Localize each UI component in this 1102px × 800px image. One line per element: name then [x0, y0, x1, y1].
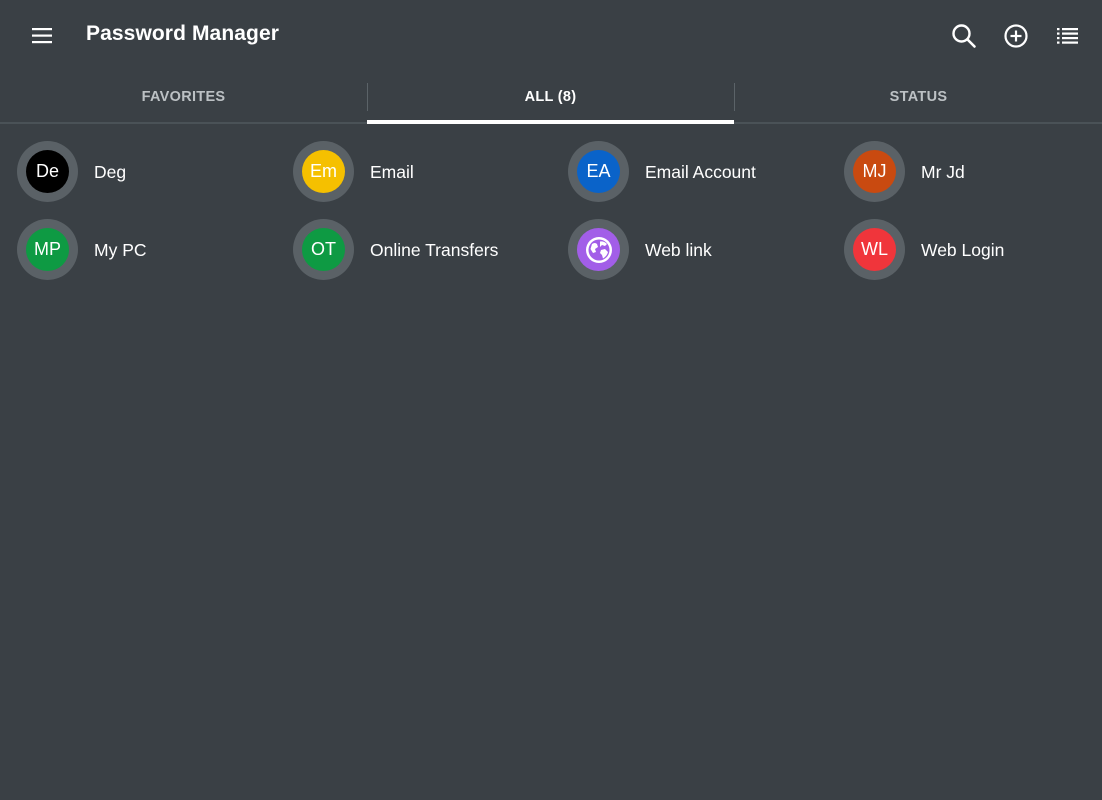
tab-bar: FAVORITES ALL (8) STATUS: [0, 72, 1102, 124]
list-item-web-login[interactable]: WL Web Login: [827, 204, 1097, 280]
top-app-bar: Password Manager: [0, 0, 1102, 72]
tab-all[interactable]: ALL (8): [524, 89, 577, 105]
tab-divider: [367, 83, 368, 111]
list-view-icon: [1057, 28, 1078, 44]
menu-button[interactable]: [22, 15, 64, 57]
avatar-ring: Em: [293, 141, 354, 202]
search-button[interactable]: [942, 14, 986, 58]
list-item-deg[interactable]: De Deg: [0, 126, 270, 202]
entry-label: Web link: [645, 240, 712, 260]
list-item-email[interactable]: Em Email: [276, 126, 546, 202]
entry-label: Email: [370, 162, 414, 182]
avatar: [577, 228, 620, 271]
avatar-ring: MP: [17, 219, 78, 280]
add-entry-button[interactable]: [994, 14, 1038, 58]
list-item-email-account[interactable]: EA Email Account: [551, 126, 821, 202]
avatar: MP: [26, 228, 69, 271]
entry-label: Email Account: [645, 162, 756, 182]
avatar-ring: MJ: [844, 141, 905, 202]
entry-label: Online Transfers: [370, 240, 499, 260]
tab-favorites[interactable]: FAVORITES: [141, 89, 226, 105]
entry-label: Deg: [94, 162, 127, 182]
avatar-ring: EA: [568, 141, 629, 202]
avatar: Em: [302, 150, 345, 193]
avatar: EA: [577, 150, 620, 193]
hamburger-menu-icon: [32, 28, 52, 44]
entry-label: My PC: [94, 240, 147, 260]
avatar-ring: De: [17, 141, 78, 202]
list-item-my-pc[interactable]: MP My PC: [0, 204, 270, 280]
search-icon: [952, 24, 976, 48]
list-item-web-link[interactable]: Web link: [551, 204, 821, 280]
avatar: WL: [853, 228, 896, 271]
active-tab-indicator: [367, 120, 734, 124]
app-title: Password Manager: [86, 22, 279, 45]
avatar: De: [26, 150, 69, 193]
list-item-mr-jd[interactable]: MJ Mr Jd: [827, 126, 1097, 202]
avatar-ring: WL: [844, 219, 905, 280]
add-circle-icon: [1004, 24, 1028, 48]
tab-divider: [734, 83, 735, 111]
avatar-ring: OT: [293, 219, 354, 280]
tab-status[interactable]: STATUS: [889, 89, 948, 105]
entry-label: Web Login: [921, 240, 1005, 260]
globe-icon: [585, 236, 612, 263]
avatar-ring: [568, 219, 629, 280]
list-view-button[interactable]: [1046, 14, 1090, 58]
entry-label: Mr Jd: [921, 162, 965, 182]
avatar: OT: [302, 228, 345, 271]
avatar: MJ: [853, 150, 896, 193]
list-item-online-transfers[interactable]: OT Online Transfers: [276, 204, 546, 280]
